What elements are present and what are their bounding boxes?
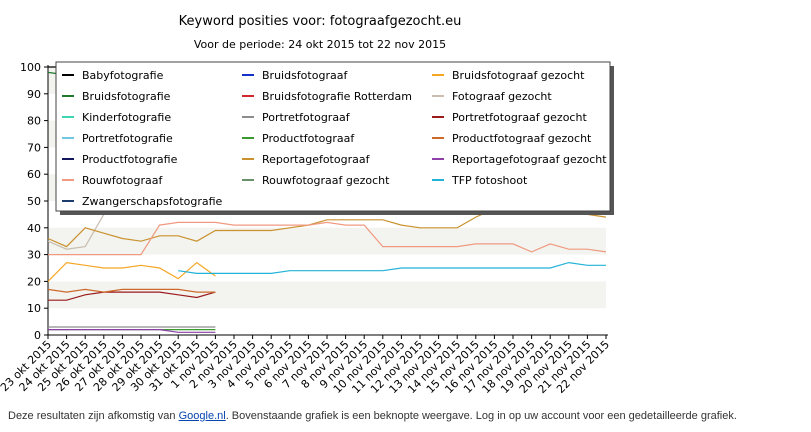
legend-label: Zwangerschapsfotografie bbox=[82, 195, 223, 208]
google-link[interactable]: Google.nl bbox=[178, 410, 226, 422]
legend-label: Kinderfotografie bbox=[82, 111, 171, 124]
y-tick-label: 20 bbox=[27, 275, 41, 288]
series-line bbox=[47, 288, 216, 293]
y-tick-label: 70 bbox=[27, 141, 41, 154]
series-line bbox=[48, 221, 607, 256]
y-tick-label: 80 bbox=[27, 115, 41, 128]
legend-label: TFP fotoshoot bbox=[451, 174, 528, 187]
y-tick-label: 40 bbox=[27, 222, 41, 235]
y-tick-label: 30 bbox=[27, 249, 41, 262]
legend-label: Reportagefotograaf bbox=[262, 153, 371, 166]
legend-label: Productfotografie bbox=[82, 153, 178, 166]
source-footer: Deze resultaten zijn afkomstig van Googl… bbox=[8, 410, 737, 422]
legend-label: Productfotograaf bbox=[262, 132, 355, 145]
legend-label: Reportagefotograaf gezocht bbox=[452, 153, 607, 166]
legend-label: Bruidsfotografie Rotterdam bbox=[262, 90, 412, 103]
footer-prefix: Deze resultaten zijn afkomstig van bbox=[8, 410, 179, 422]
y-tick-label: 90 bbox=[27, 88, 41, 101]
legend-label: Portretfotograaf gezocht bbox=[452, 111, 587, 124]
legend-label: Rouwfotograaf bbox=[82, 174, 163, 187]
chart-subtitle: Voor de periode: 24 okt 2015 tot 22 nov … bbox=[193, 38, 447, 51]
legend-label: Bruidsfotograaf bbox=[262, 69, 348, 82]
legend-label: Babyfotografie bbox=[82, 69, 164, 82]
legend-label: Productfotograaf gezocht bbox=[452, 132, 592, 145]
series-line bbox=[178, 261, 606, 274]
series-line bbox=[48, 329, 216, 333]
y-tick-label: 0 bbox=[34, 329, 41, 342]
legend-label: Portretfotografie bbox=[82, 132, 173, 145]
legend-label: Portretfotograaf bbox=[262, 111, 351, 124]
legend-label: Bruidsfotograaf gezocht bbox=[452, 69, 585, 82]
series-line bbox=[47, 261, 216, 282]
chart-title: Keyword posities voor: fotograafgezocht.… bbox=[178, 14, 462, 29]
grid-band bbox=[48, 281, 606, 309]
y-tick-label: 60 bbox=[27, 168, 41, 181]
grid-band bbox=[48, 227, 606, 255]
legend-label: Rouwfotograaf gezocht bbox=[262, 174, 390, 187]
footer-suffix: . Bovenstaande grafiek is een beknopte w… bbox=[225, 410, 737, 422]
legend-box bbox=[55, 61, 611, 212]
y-tick-label: 100 bbox=[20, 61, 41, 74]
legend-label: Bruidsfotografie bbox=[82, 90, 171, 103]
legend-label: Fotograaf gezocht bbox=[452, 90, 552, 103]
series-line bbox=[48, 291, 216, 301]
y-tick-label: 50 bbox=[27, 195, 41, 208]
y-tick-label: 10 bbox=[27, 302, 41, 315]
